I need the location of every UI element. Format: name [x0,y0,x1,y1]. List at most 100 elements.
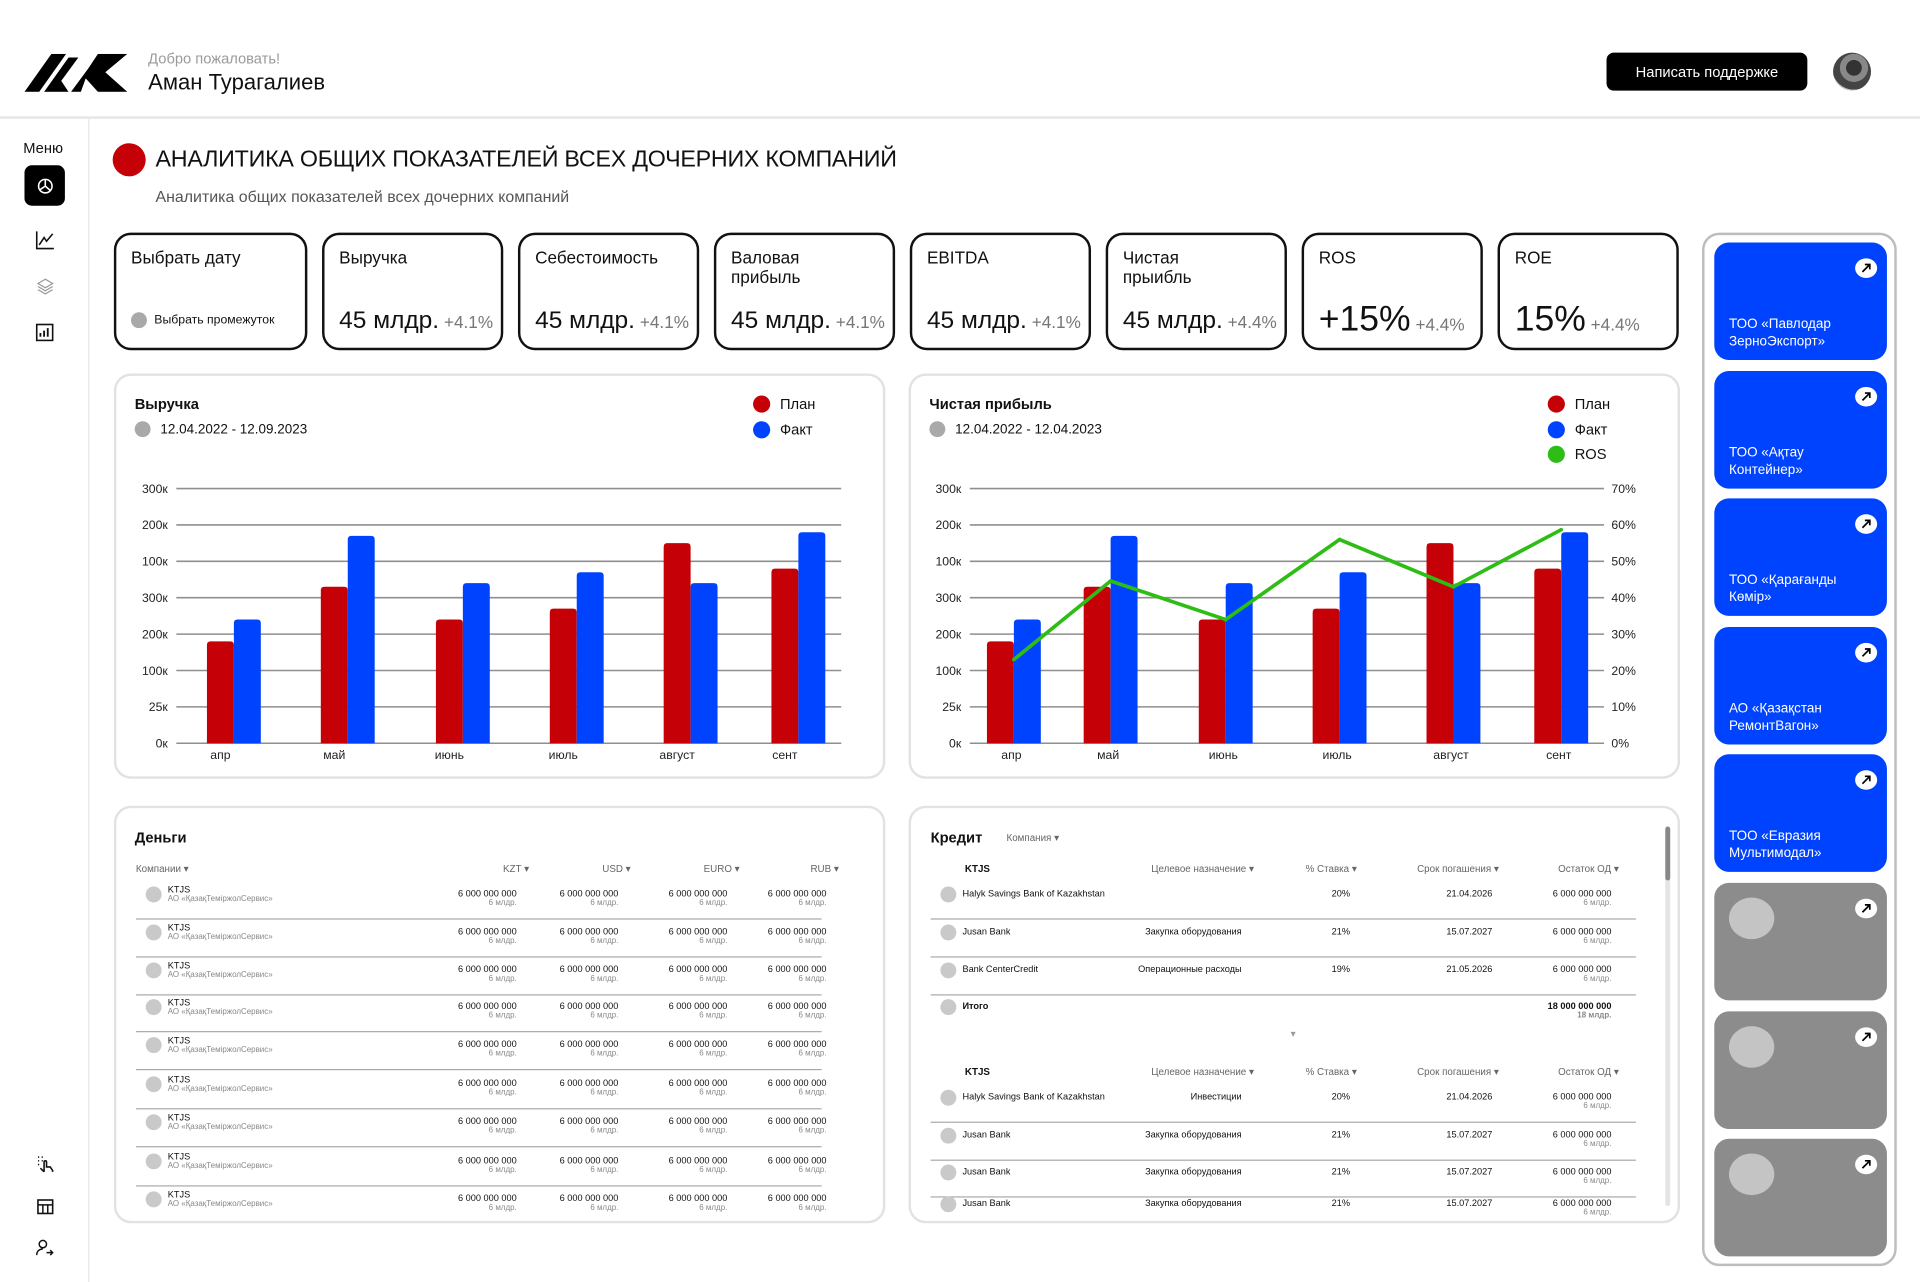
sidebar-item-layers[interactable] [24,266,64,306]
table-row[interactable]: KTJS АО «ҚазақТеміржолСервис» 6 000 000 00… [135,1109,827,1148]
table-row[interactable]: Jusan Bank Закупка оборудования 21% 15.07.2… [930,1123,1636,1161]
remainder-cell: 6 000 000 000 6 млдр. [1553,964,1612,984]
open-company-button[interactable] [1855,386,1878,407]
bank-name: Halyk Savings Bank of Kazakhstan [962,1091,1105,1103]
rate-cell: 21% [1331,1165,1351,1177]
purpose-cell: Инвестиции [1190,1091,1242,1103]
column-header-rub[interactable]: RUB ▾ [810,863,839,875]
range-picker[interactable]: Выбрать промежуток [131,312,274,329]
sidebar-item-touch[interactable] [24,1144,64,1184]
dashboard-icon [37,177,53,194]
avatar[interactable] [1833,52,1872,91]
company-avatar [145,924,162,941]
table-row[interactable]: KTJS АО «ҚазақТеміржолСервис» 6 000 000 00… [135,1071,827,1110]
table-row[interactable]: KTJS АО «ҚазақТеміржолСервис» 6 000 000 00… [135,958,827,996]
company-code: KTJS [167,1034,191,1046]
table-row[interactable]: KTJS АО «ҚазақТеміржолСервис» 6 000 000 00… [135,882,827,920]
chart-date-range[interactable]: 12.04.2022 - 12.04.2023 [929,421,1102,438]
rate-cell: 19% [1331,963,1351,975]
column-header-usd[interactable]: USD ▾ [602,863,631,875]
amount-short: 6 млдр. [488,1165,517,1175]
open-company-button[interactable] [1855,898,1878,919]
table-row[interactable]: KTJS АО «ҚазақТеміржолСервис» 6 000 000 00… [135,994,827,1033]
amount-cell: 6 000 000 000 6 млдр. [560,1000,619,1020]
table-row[interactable]: Bank CenterCredit Операционные расходы 19%… [930,958,1636,996]
chart-date-range[interactable]: 12.04.2022 - 12.09.2023 [134,421,307,438]
column-header-company[interactable]: Компании ▾ [135,863,189,875]
rate-cell: 21% [1331,1197,1351,1209]
column-header[interactable]: Целевое назначение ▾ [1151,863,1254,875]
date-picker-card[interactable]: Выбрать дату Выбрать промежуток [113,232,308,351]
company-filter[interactable]: Компания ▾ [1006,832,1060,844]
column-header[interactable]: Целевое назначение ▾ [1151,1066,1254,1078]
open-company-button[interactable] [1855,1026,1878,1047]
amount-cell: 6 000 000 000 6 млдр. [768,1078,827,1098]
kpi-ros[interactable]: ROS +15% +4.4% [1301,232,1483,351]
company-card[interactable] [1714,1010,1887,1129]
company-card[interactable]: ТОО «Қарағанды Көмір» [1714,498,1887,617]
amount-short: 6 млдр. [488,974,517,984]
column-header[interactable]: Остаток ОД ▾ [1558,1066,1619,1078]
chart-title: Чистая прибыль [929,395,1052,413]
open-company-button[interactable] [1855,1154,1878,1175]
total-row[interactable]: Итого 18 000 000 000 18 млдр. [931,994,1636,1032]
expand-arrow[interactable]: ▾ [1290,1028,1296,1040]
table-row[interactable]: KTJS АО «ҚазақТеміржолСервис» 6 000 000 00… [135,1149,827,1187]
scrollbar-thumb[interactable] [1665,826,1671,881]
kpi-revenue[interactable]: Выручка 45 млдр. +4.1% [322,232,504,351]
column-header[interactable]: % Ставка ▾ [1305,1066,1357,1078]
open-company-button[interactable] [1855,514,1878,535]
open-company-button[interactable] [1855,258,1878,278]
kpi-cost[interactable]: Себестоимость 45 млдр. +4.1% [517,232,700,351]
kpi-roe[interactable]: ROE 15% +4.4% [1497,232,1679,351]
amount-cell: 6 000 000 000 6 млдр. [458,1116,517,1136]
kpi-ebitda[interactable]: EBITDA 45 млдр. +4.1% [909,232,1092,351]
company-card[interactable] [1714,1139,1887,1257]
open-company-button[interactable] [1855,770,1878,791]
company-name: АО «ҚазақТеміржолСервис» [167,1007,273,1017]
table-row[interactable]: KTJS АО «ҚазақТеміржолСервис» 6 000 000 00… [135,1032,827,1071]
amount-short: 6 млдр. [488,936,517,946]
company-card[interactable] [1714,882,1887,1001]
table-row[interactable]: Jusan Bank Закупка оборудования 21% 15.07.2… [930,1160,1636,1198]
kpi-net-profit[interactable]: Чистая прыибль 45 млдр. +4.4% [1105,232,1287,351]
table-row[interactable]: Jusan Bank Закупка оборудования 21% 15.07.2… [930,920,1636,958]
open-company-button[interactable] [1855,642,1878,663]
kpi-value: 45 млдр. [535,307,635,335]
company-code: KTJS [167,960,191,972]
kpi-gross-profit[interactable]: Валовая прибыль 45 млдр. +4.1% [713,232,896,351]
column-header-euro[interactable]: EURO ▾ [703,863,740,875]
radio-icon [131,312,147,329]
y-tick-label: 300к [142,482,168,496]
company-card[interactable]: ТОО «Павлодар ЗерноЭкспорт» [1714,242,1887,361]
table-row[interactable]: Halyk Savings Bank of Kazakhstan 20% 21.04… [930,882,1636,920]
sidebar-item-reports[interactable] [24,312,64,352]
table-row[interactable]: Jusan Bank Закупка оборудования 21% 15.07.2… [931,1191,1636,1229]
sidebar-item-analytics[interactable] [24,219,64,259]
company-card[interactable]: ТОО «Ақтау Контейнер» [1714,370,1887,489]
amount-full: 6 000 000 000 [668,1038,728,1050]
sidebar-item-dashboard[interactable] [24,165,65,206]
company-avatar [145,1037,162,1054]
amount-short: 6 млдр. [1583,936,1612,946]
column-header-kzt[interactable]: KZT ▾ [503,863,529,875]
company-card[interactable]: АО «Қазақстан РемонтВагон» [1714,626,1887,745]
x-tick-label: август [1433,748,1469,762]
kpi-delta: +4.4% [1415,314,1465,335]
amount-short: 6 млдр. [798,936,827,946]
column-header[interactable]: % Ставка ▾ [1305,863,1357,875]
bar-report-icon [35,323,54,342]
support-button[interactable]: Написать поддержке [1606,52,1808,91]
sidebar-item-user[interactable] [24,1227,64,1267]
company-card[interactable]: ТОО «Евразия Мультимодал» [1714,754,1887,873]
amount-cell: 6 000 000 000 6 млдр. [669,1038,728,1058]
column-header[interactable]: Срок погашения ▾ [1417,863,1499,875]
table-row[interactable]: Halyk Savings Bank of Kazakhstan Инвестиц… [930,1085,1636,1123]
credit-scrollbar[interactable] [1665,826,1671,1207]
table-row[interactable]: KTJS АО «ҚазақТеміржолСервис» 6 000 000 00… [136,1187,827,1225]
table-row[interactable]: KTJS АО «ҚазақТеміржолСервис» 6 000 000 00… [135,920,827,958]
amount-full: 6 000 000 000 [457,1038,517,1050]
column-header[interactable]: Срок погашения ▾ [1417,1066,1499,1078]
column-header[interactable]: Остаток ОД ▾ [1558,863,1619,875]
sidebar-item-table[interactable] [24,1187,64,1227]
